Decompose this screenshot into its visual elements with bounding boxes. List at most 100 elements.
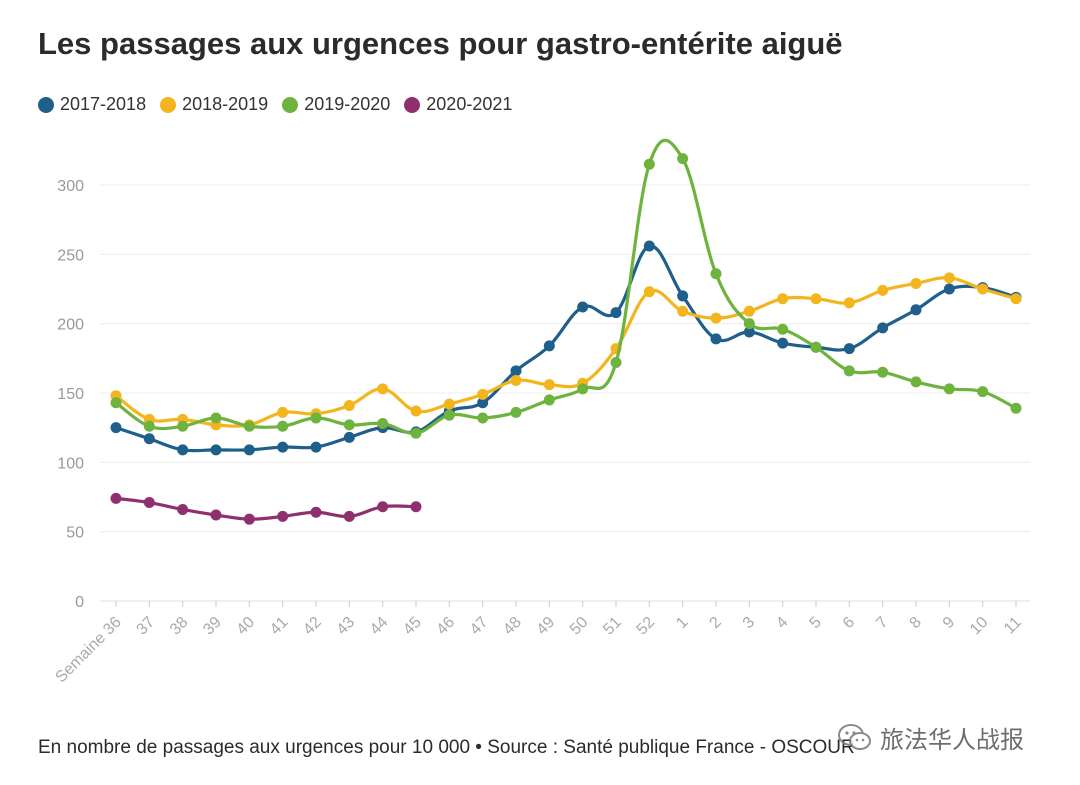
x-tick-label: 51 xyxy=(600,614,625,639)
data-point-2019-2020 xyxy=(377,418,389,430)
legend-swatch xyxy=(282,96,299,113)
x-tick-label: 11 xyxy=(1001,614,1025,638)
x-tick-label: 37 xyxy=(134,614,159,639)
data-point-2018-2019 xyxy=(977,283,989,295)
data-point-2019-2020 xyxy=(343,419,355,431)
data-point-2018-2019 xyxy=(677,305,689,317)
data-point-2017-2018 xyxy=(543,340,555,352)
data-point-2017-2018 xyxy=(210,444,222,456)
data-point-2017-2018 xyxy=(910,304,922,316)
data-point-2017-2018 xyxy=(643,240,655,252)
x-tick-label: 9 xyxy=(940,614,958,632)
data-point-2019-2020 xyxy=(410,427,422,439)
data-point-2017-2018 xyxy=(310,441,322,453)
data-point-2019-2020 xyxy=(443,409,455,421)
data-point-2018-2019 xyxy=(443,398,455,410)
data-point-2020-2021 xyxy=(410,501,422,513)
x-tick-label: 48 xyxy=(500,614,525,639)
series-line-2017-2018 xyxy=(114,244,1018,453)
data-point-2019-2020 xyxy=(477,412,489,424)
data-point-2020-2021 xyxy=(277,510,289,522)
x-tick-label: 38 xyxy=(167,614,192,639)
data-point-2020-2021 xyxy=(210,509,222,521)
legend-item-2017-2018: 2017-2018 xyxy=(38,94,146,115)
data-point-2018-2019 xyxy=(743,305,755,317)
data-point-2019-2020 xyxy=(977,386,989,398)
data-point-2018-2019 xyxy=(843,297,855,309)
data-point-2017-2018 xyxy=(510,365,522,377)
legend-label: 2020-2021 xyxy=(426,94,513,114)
data-point-2019-2020 xyxy=(1010,402,1022,414)
y-tick-label: 250 xyxy=(57,247,84,264)
data-point-2019-2020 xyxy=(543,394,555,406)
watermark: 旅法华人战报 xyxy=(838,720,1024,755)
watermark-text: 旅法华人战报 xyxy=(880,727,1024,754)
x-tick-label: 3 xyxy=(740,614,758,632)
data-point-2019-2020 xyxy=(310,412,322,424)
legend-item-2020-2021: 2020-2021 xyxy=(404,94,512,115)
x-tick-label: 47 xyxy=(467,614,492,639)
data-point-2018-2019 xyxy=(510,375,522,387)
x-tick-label: 5 xyxy=(807,614,825,632)
data-point-2018-2019 xyxy=(1010,293,1022,305)
data-point-2019-2020 xyxy=(710,268,722,280)
data-point-2019-2020 xyxy=(643,158,655,170)
legend-item-2019-2020: 2019-2020 xyxy=(282,94,390,115)
data-point-2019-2020 xyxy=(777,323,789,335)
x-tick-label: 40 xyxy=(234,614,259,639)
x-tick-label: 10 xyxy=(967,614,992,639)
legend-label: 2018-2019 xyxy=(182,94,269,114)
legend: 2017-2018 2018-2019 2019-2020 2020-2021 xyxy=(38,94,512,115)
data-point-2017-2018 xyxy=(843,343,855,355)
x-tick-label: 42 xyxy=(300,614,325,639)
data-point-2018-2019 xyxy=(377,383,389,395)
y-tick-label: 200 xyxy=(57,317,84,334)
source-footnote: En nombre de passages aux urgences pour … xyxy=(38,737,855,758)
series-line-2018-2019 xyxy=(114,276,1018,428)
data-point-2020-2021 xyxy=(243,513,255,525)
x-tick-label: 44 xyxy=(367,614,392,639)
data-point-2019-2020 xyxy=(143,420,155,432)
data-point-2017-2018 xyxy=(477,397,489,409)
data-point-2018-2019 xyxy=(777,293,789,305)
x-tick-label: 45 xyxy=(400,614,425,639)
data-point-2018-2019 xyxy=(910,277,922,289)
data-point-2017-2018 xyxy=(243,444,255,456)
data-point-2019-2020 xyxy=(577,383,589,395)
x-tick-label: 7 xyxy=(873,614,891,632)
data-point-2017-2018 xyxy=(677,290,689,302)
wechat-icon xyxy=(838,723,871,750)
legend-label: 2017-2018 xyxy=(60,94,147,114)
x-tick-label: 6 xyxy=(840,614,858,632)
legend-label: 2019-2020 xyxy=(304,94,391,114)
data-point-2019-2020 xyxy=(277,420,289,432)
data-point-2019-2020 xyxy=(210,412,222,424)
series-line-2020-2021 xyxy=(114,496,418,521)
x-tick-label: 8 xyxy=(907,614,925,632)
x-tick-label: 39 xyxy=(200,614,225,639)
y-tick-label: 100 xyxy=(57,455,84,472)
data-point-2017-2018 xyxy=(710,333,722,345)
data-point-2018-2019 xyxy=(277,406,289,418)
data-point-2019-2020 xyxy=(810,341,822,353)
y-tick-label: 150 xyxy=(57,386,84,403)
data-point-2017-2018 xyxy=(577,301,589,313)
y-tick-label: 300 xyxy=(57,178,84,195)
data-point-2020-2021 xyxy=(343,510,355,522)
chart-title: Les passages aux urgences pour gastro-en… xyxy=(38,26,843,61)
x-tick-label: 41 xyxy=(267,614,292,639)
data-point-2019-2020 xyxy=(510,406,522,418)
data-point-2018-2019 xyxy=(943,272,955,284)
x-tick-label: 4 xyxy=(773,614,791,632)
legend-item-2018-2019: 2018-2019 xyxy=(160,94,268,115)
data-point-2019-2020 xyxy=(743,318,755,330)
y-tick-label: 50 xyxy=(66,525,84,542)
x-tick-label: 1 xyxy=(673,614,691,632)
x-tick-label: 2 xyxy=(707,614,725,632)
legend-swatch xyxy=(160,96,177,113)
data-point-2017-2018 xyxy=(777,337,789,349)
data-point-2018-2019 xyxy=(877,284,889,296)
x-tick-label: Semaine 36 xyxy=(52,614,124,686)
x-tick-label: 43 xyxy=(334,614,359,639)
data-point-2020-2021 xyxy=(143,497,155,509)
